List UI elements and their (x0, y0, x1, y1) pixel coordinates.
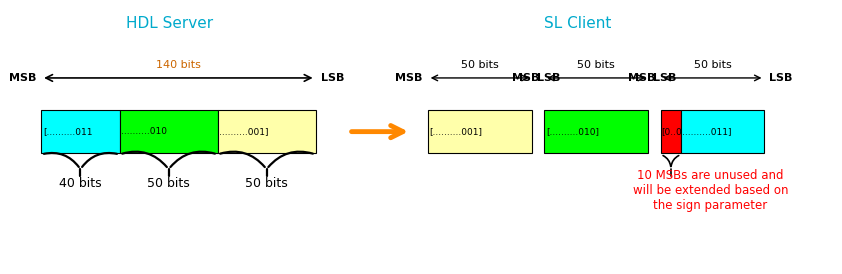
Text: 50 bits: 50 bits (245, 177, 288, 190)
Bar (41, 110, 120, 153)
Text: 40 bits: 40 bits (59, 177, 102, 190)
Text: 50 bits: 50 bits (578, 60, 615, 70)
Text: MSB: MSB (9, 73, 36, 83)
Text: [..........011: [..........011 (43, 127, 93, 136)
Text: LSB: LSB (653, 73, 676, 83)
Bar (544, 110, 648, 153)
Text: ..........011]: ..........011] (682, 127, 732, 136)
Text: ..........001]: ..........001] (219, 127, 269, 136)
Bar (120, 110, 217, 153)
Text: 50 bits: 50 bits (461, 60, 498, 70)
Text: 140 bits: 140 bits (156, 60, 200, 70)
Text: MSB: MSB (512, 73, 539, 83)
Bar (681, 110, 765, 153)
Text: [0..0: [0..0 (661, 127, 682, 136)
Text: SL Client: SL Client (544, 16, 611, 31)
Text: HDL Server: HDL Server (126, 16, 214, 31)
Text: 10 MSBs are unused and
will be extended based on
the sign parameter: 10 MSBs are unused and will be extended … (632, 169, 788, 212)
Text: 50 bits: 50 bits (694, 60, 732, 70)
Text: LSB: LSB (770, 73, 793, 83)
Text: [..........010]: [..........010] (546, 127, 599, 136)
Bar (428, 110, 531, 153)
Text: ..........010: ..........010 (121, 127, 168, 136)
Text: MSB: MSB (396, 73, 423, 83)
Text: MSB: MSB (628, 73, 656, 83)
Text: [..........001]: [..........001] (429, 127, 482, 136)
Text: LSB: LSB (321, 73, 344, 83)
Text: 50 bits: 50 bits (147, 177, 190, 190)
Bar (217, 110, 316, 153)
Bar (660, 110, 681, 153)
Text: LSB: LSB (536, 73, 560, 83)
